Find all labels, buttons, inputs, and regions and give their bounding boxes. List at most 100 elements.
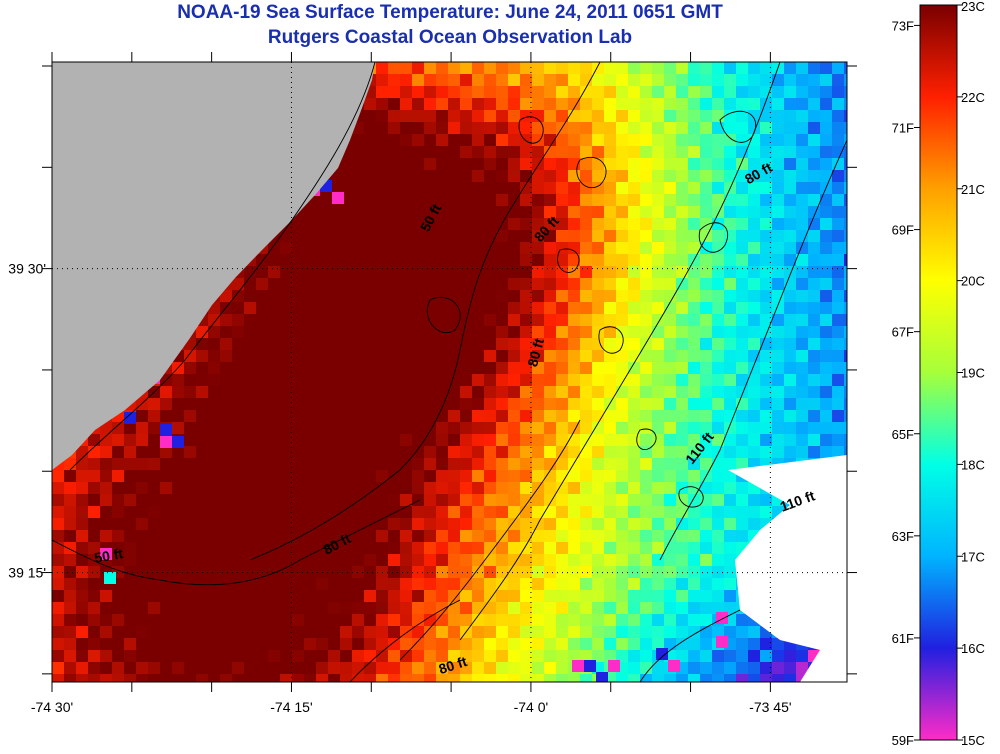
sst-cell	[268, 566, 281, 579]
sst-cell	[496, 158, 509, 171]
sst-cell	[196, 506, 209, 519]
sst-cell	[652, 386, 665, 399]
sst-cell	[292, 506, 305, 519]
sst-cell	[832, 254, 845, 267]
sst-cell	[772, 278, 785, 291]
sst-cell	[736, 314, 749, 327]
sst-cell	[700, 602, 713, 615]
sst-cell	[772, 134, 785, 147]
sst-cell	[580, 350, 593, 363]
sst-cell	[64, 650, 77, 663]
sst-cell	[724, 290, 737, 303]
sst-cell	[616, 182, 629, 195]
sst-cell	[508, 590, 521, 603]
sst-cell	[304, 458, 317, 471]
sst-cell	[424, 350, 437, 363]
sst-cell	[388, 62, 401, 75]
sst-cell	[376, 578, 389, 591]
sst-cell	[460, 362, 473, 375]
sst-cell	[820, 410, 833, 423]
sst-cell	[196, 614, 209, 627]
sst-cell	[556, 386, 569, 399]
sst-cell	[580, 134, 593, 147]
sst-cell	[748, 134, 761, 147]
sst-cell	[448, 566, 461, 579]
sst-cell	[808, 242, 821, 255]
sst-cell	[412, 398, 425, 411]
sst-cell	[124, 434, 137, 447]
sst-cell	[52, 602, 65, 615]
sst-cell	[724, 314, 737, 327]
sst-cell	[592, 422, 605, 435]
sst-cell	[208, 530, 221, 543]
sst-cell	[760, 494, 773, 507]
sst-cell	[712, 578, 725, 591]
sst-cell	[148, 518, 161, 531]
sst-cell	[232, 566, 245, 579]
sst-cell	[436, 590, 449, 603]
sst-cell	[364, 182, 377, 195]
sst-cell	[460, 374, 473, 387]
sst-cell	[496, 662, 509, 675]
sst-cell	[496, 650, 509, 663]
sst-cell	[616, 458, 629, 471]
sst-cell	[220, 506, 233, 519]
sst-cell	[376, 290, 389, 303]
sst-cell	[652, 554, 665, 567]
sst-cell	[712, 134, 725, 147]
sst-cell	[400, 530, 413, 543]
sst-cell	[448, 122, 461, 135]
sst-cell	[196, 386, 209, 399]
sst-cell	[784, 182, 797, 195]
sst-cell	[844, 194, 847, 207]
sst-cell	[664, 398, 677, 411]
sst-cell	[508, 518, 521, 531]
sst-cell	[604, 674, 617, 682]
sst-cell	[592, 398, 605, 411]
sst-cell	[124, 542, 137, 555]
sst-cell	[604, 278, 617, 291]
sst-cell	[628, 434, 641, 447]
sst-cell	[352, 302, 365, 315]
sst-cell	[472, 506, 485, 519]
sst-cell	[448, 614, 461, 627]
sst-cell	[712, 554, 725, 567]
sst-cell	[712, 482, 725, 495]
sst-cell	[400, 482, 413, 495]
sst-cell	[496, 242, 509, 255]
sst-cell	[580, 98, 593, 111]
sst-cell	[532, 206, 545, 219]
sst-cell	[256, 638, 269, 651]
sst-cell	[496, 194, 509, 207]
sst-cell	[748, 146, 761, 159]
sst-cell	[304, 230, 317, 243]
sst-cell	[232, 518, 245, 531]
sst-cell	[628, 170, 641, 183]
sst-cell	[100, 422, 113, 435]
sst-cell	[496, 494, 509, 507]
sst-cell	[328, 638, 341, 651]
sst-cell	[364, 410, 377, 423]
sst-cell	[616, 146, 629, 159]
sst-cell	[520, 302, 533, 315]
sst-cell	[784, 146, 797, 159]
sst-cell	[340, 626, 353, 639]
sst-cell	[532, 182, 545, 195]
sst-cell	[364, 446, 377, 459]
sst-cell	[160, 566, 173, 579]
sst-cell	[244, 590, 257, 603]
sst-cell	[568, 158, 581, 171]
sst-cell	[580, 494, 593, 507]
sst-cell	[52, 662, 65, 675]
sst-cell	[712, 254, 725, 267]
sst-cell	[172, 650, 185, 663]
sst-cell	[232, 290, 245, 303]
sst-cell	[604, 266, 617, 279]
sst-cell	[736, 110, 749, 123]
sst-cell	[592, 470, 605, 483]
sst-cell	[448, 482, 461, 495]
sst-cell	[520, 326, 533, 339]
sst-cell	[724, 386, 737, 399]
sst-cell	[292, 650, 305, 663]
sst-cell	[160, 674, 173, 682]
